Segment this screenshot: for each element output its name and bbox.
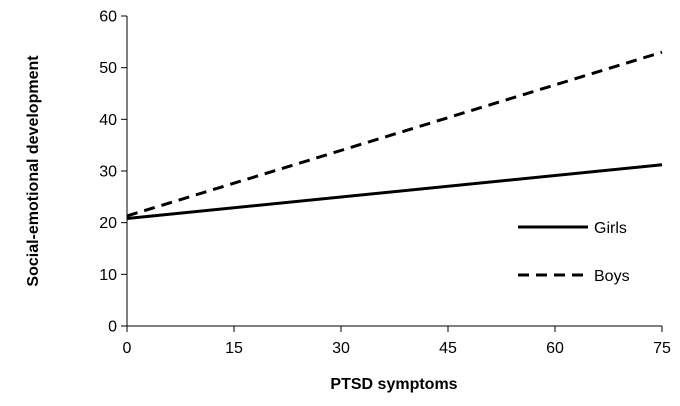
y-ticks: 0 10 20 30 40 50 60	[99, 9, 127, 336]
x-tick-label: 75	[653, 340, 671, 357]
series-line-girls	[126, 163, 663, 221]
series-line-boys	[126, 50, 663, 218]
x-tick-label: 0	[123, 340, 132, 357]
axes	[126, 16, 662, 327]
y-tick-label: 30	[99, 164, 117, 181]
y-axis-title: Social-emotional development	[25, 55, 42, 287]
y-tick-label: 0	[108, 319, 117, 336]
x-tick-label: 45	[439, 340, 457, 357]
x-tick-label: 15	[225, 340, 243, 357]
legend: Girls Boys	[518, 220, 630, 285]
y-tick-label: 20	[99, 215, 117, 232]
x-axis-title: PTSD symptoms	[330, 376, 457, 393]
x-ticks: 0 15 30 45 60 75	[123, 326, 671, 357]
y-tick-label: 40	[99, 112, 117, 129]
y-tick-label: 60	[99, 9, 117, 26]
legend-label-boys: Boys	[594, 268, 630, 285]
y-tick-label: 10	[99, 267, 117, 284]
series-lines	[126, 50, 663, 221]
x-tick-label: 30	[332, 340, 350, 357]
legend-label-girls: Girls	[594, 220, 627, 237]
y-tick-label: 50	[99, 60, 117, 77]
x-tick-label: 60	[546, 340, 564, 357]
